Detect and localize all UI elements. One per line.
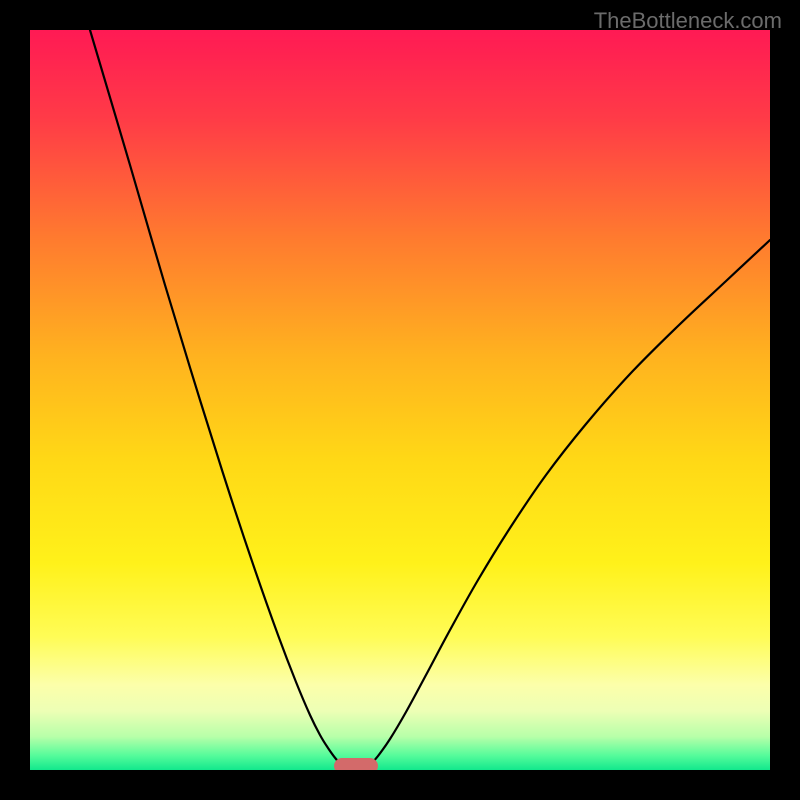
curve-left-branch	[90, 30, 342, 765]
plot-area	[30, 30, 770, 770]
chart-frame: TheBottleneck.com	[0, 0, 800, 800]
curve-layer	[30, 30, 770, 770]
curve-right-branch	[370, 240, 770, 765]
minimum-marker	[334, 758, 378, 770]
watermark-text: TheBottleneck.com	[594, 8, 782, 34]
